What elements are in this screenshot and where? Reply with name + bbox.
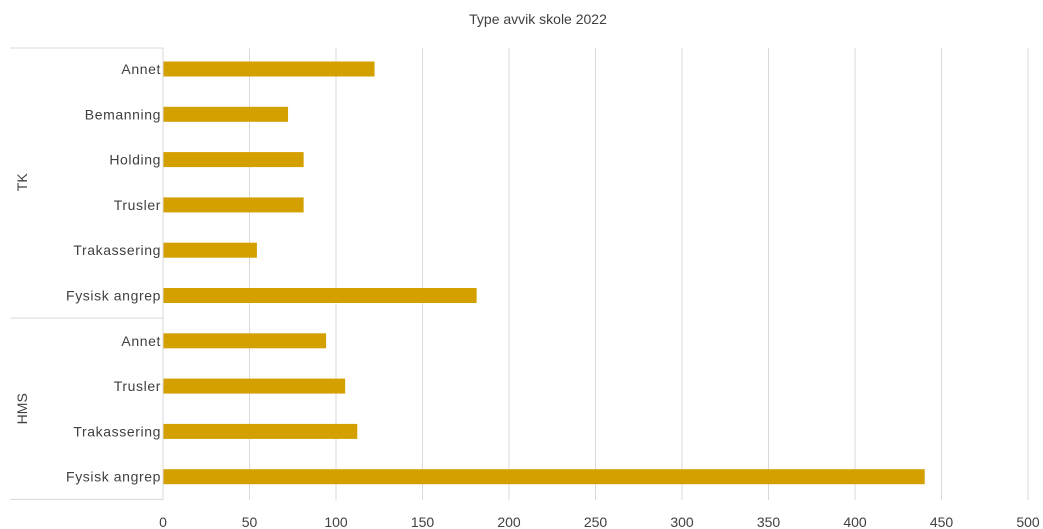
category-label: Fysisk angrep: [66, 288, 161, 304]
x-tick-label: 500: [1016, 514, 1040, 529]
bar: [163, 61, 375, 77]
gridlines: [10, 47, 1029, 500]
bars: [163, 61, 925, 485]
category-label: Trusler: [114, 197, 161, 213]
chart-title: Type avvik skole 2022: [469, 11, 607, 27]
bar: [163, 106, 289, 122]
bar: [163, 197, 304, 213]
x-tick-label: 350: [757, 514, 781, 529]
x-tick-label: 0: [159, 514, 167, 529]
x-tick-label: 100: [324, 514, 348, 529]
x-tick-label: 250: [584, 514, 608, 529]
category-label: Trakassering: [73, 423, 161, 439]
category-label: Holding: [109, 152, 161, 168]
category-labels: Annet Bemanning Holding Trusler Trakassering…: [66, 61, 161, 485]
bar: [163, 333, 327, 349]
x-tick-label: 150: [411, 514, 435, 529]
category-label: Trusler: [114, 378, 161, 394]
bar: [163, 469, 925, 485]
group-label: TK: [14, 173, 30, 192]
category-label: Bemanning: [85, 106, 161, 122]
category-label: Fysisk angrep: [66, 469, 161, 485]
bar: [163, 288, 477, 303]
x-tick-label: 50: [242, 514, 258, 529]
group-labels: TK HMS: [14, 173, 30, 425]
x-tick-label: 400: [843, 514, 867, 529]
group-label: HMS: [14, 393, 30, 424]
bar: [163, 152, 304, 168]
category-label: Trakassering: [73, 242, 161, 258]
bar: [163, 242, 257, 258]
bar: [163, 378, 346, 394]
bar: [163, 423, 358, 439]
category-label: Annet: [121, 61, 161, 77]
category-label: Annet: [121, 333, 161, 349]
x-tick-label: 300: [670, 514, 694, 529]
x-tick-label: 450: [930, 514, 954, 529]
x-axis-ticks: 0 50 100 150 200 250 300 350 400 450 500: [159, 514, 1040, 529]
x-tick-label: 200: [497, 514, 521, 529]
